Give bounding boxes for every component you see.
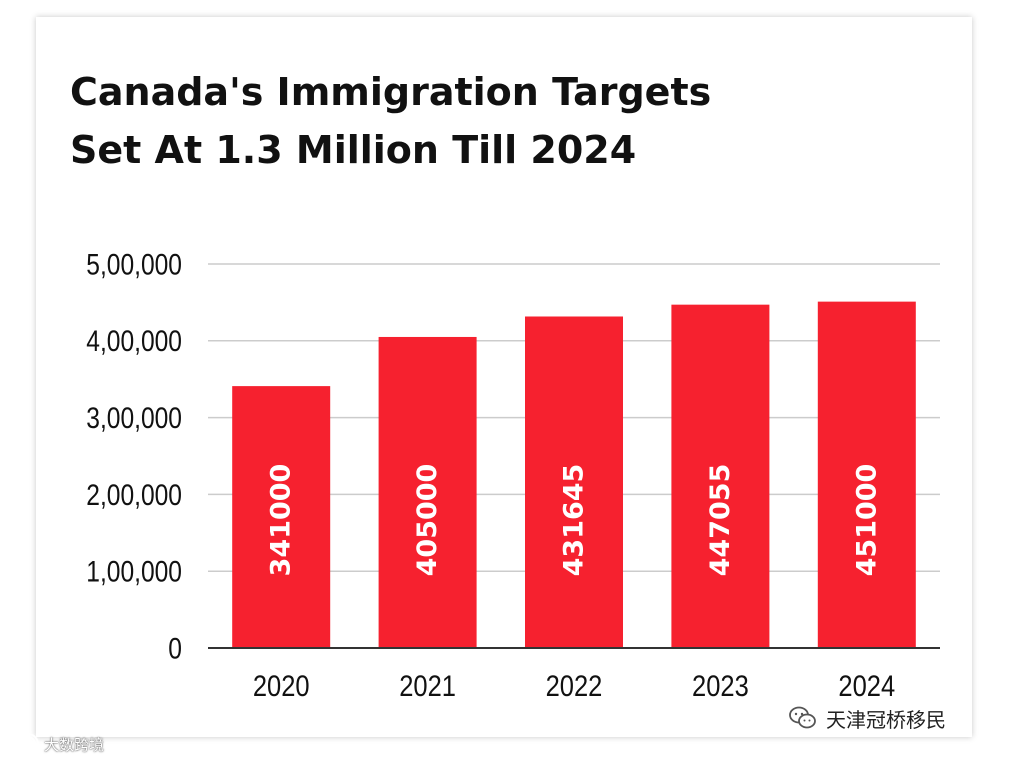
bar [525,316,623,648]
x-tick-label: 2024 [838,669,895,702]
x-tick-label: 2021 [399,669,456,702]
chart-card: Canada's Immigration Targets Set At 1.3 … [36,17,972,737]
bar-data-label: 447055 [705,464,736,577]
y-tick-label: 1,00,000 [86,554,182,588]
chart-title: Canada's Immigration Targets Set At 1.3 … [70,63,890,179]
x-tick-label: 2020 [253,669,310,702]
bar [671,304,770,648]
bar-data-label: 431645 [559,464,590,577]
chart-title-line-2: Set At 1.3 Million Till 2024 [70,128,637,172]
watermark-right-text: 天津冠桥移民 [826,707,946,732]
bar [817,301,916,648]
chart-title-line-1: Canada's Immigration Targets [70,70,712,114]
bar [232,386,331,648]
x-tick-label: 2023 [692,669,749,702]
y-tick-label: 3,00,000 [86,401,182,435]
wechat-icon [789,706,816,729]
x-tick-label: 2022 [546,669,603,702]
weibo-icon [7,733,39,754]
bar [378,336,477,648]
y-tick-label: 2,00,000 [86,477,182,511]
bar-data-label: 405000 [412,464,443,577]
y-tick-label: 0 [168,631,182,665]
y-tick-label: 4,00,000 [86,324,182,358]
watermark-left: 大数跨境 [6,730,104,758]
bar-data-label: 451000 [851,464,882,577]
watermark-right: 天津冠桥移民 [788,700,946,736]
y-tick-label: 5,00,000 [86,247,182,281]
bar-data-label: 341000 [266,464,297,577]
watermark-left-text: 大数跨境 [44,735,105,754]
